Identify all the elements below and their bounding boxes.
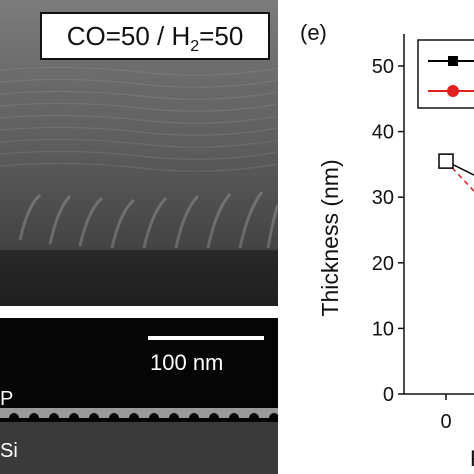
scale-bar-label: 100 nm bbox=[150, 350, 224, 375]
legend-marker-square bbox=[448, 56, 458, 66]
y-tick-label: 40 bbox=[372, 122, 394, 144]
x-axis-label: F bbox=[470, 446, 474, 471]
condition-text-suffix: =50 bbox=[199, 21, 244, 51]
x-tick-label: 0 bbox=[440, 411, 451, 433]
thickness-chart: (e) Thickness (nm) 0 10 20 30 40 50 0 F bbox=[300, 20, 474, 471]
scale-bar bbox=[148, 336, 264, 340]
y-tick-label: 20 bbox=[372, 253, 394, 275]
layer-label-p: P bbox=[0, 388, 14, 410]
sem-image-top: CO=50 / H2=50 bbox=[0, 0, 278, 306]
series-line-red bbox=[445, 160, 474, 192]
layer-label-si: Si bbox=[0, 440, 18, 462]
panel-label: (e) bbox=[300, 20, 327, 45]
condition-subscript: 2 bbox=[190, 38, 200, 56]
sem-bottom-texture bbox=[0, 408, 278, 474]
y-tick-label: 50 bbox=[372, 56, 394, 78]
y-tick-label: 10 bbox=[372, 318, 394, 340]
y-tick-label: 30 bbox=[372, 187, 394, 209]
y-axis-label: Thickness (nm) bbox=[317, 159, 343, 316]
legend-marker-circle bbox=[447, 85, 459, 97]
legend-box bbox=[417, 39, 474, 109]
sem-image-bottom bbox=[0, 318, 278, 474]
data-point-square bbox=[438, 153, 454, 169]
y-tick-label: 0 bbox=[383, 384, 394, 406]
condition-label: CO=50 / H2=50 bbox=[40, 12, 270, 60]
condition-text: CO=50 / H bbox=[66, 21, 191, 51]
